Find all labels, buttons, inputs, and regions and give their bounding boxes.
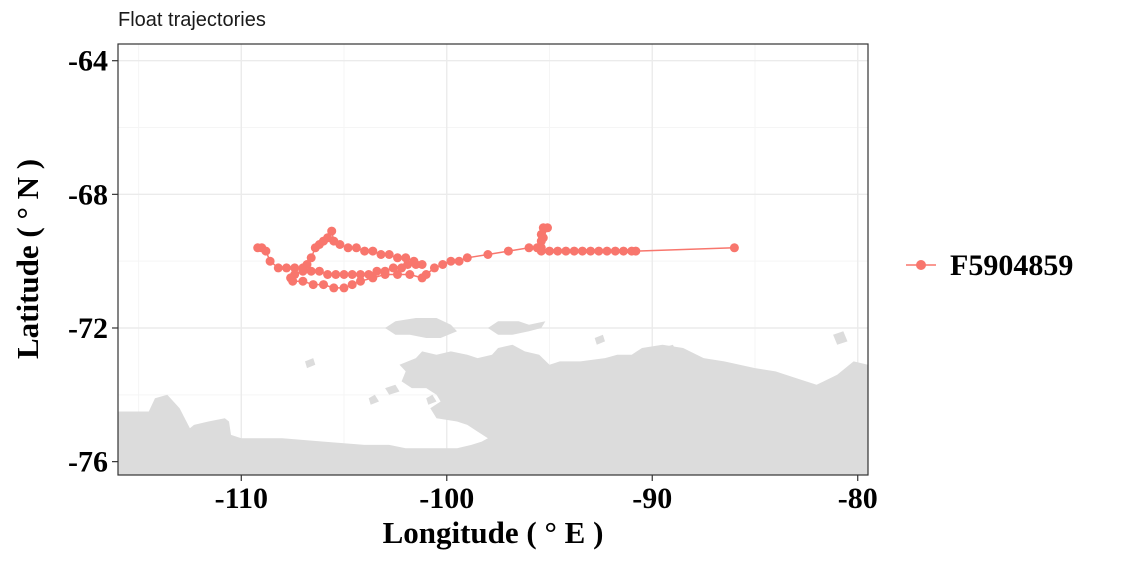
y-axis-label: Latitude ( ° N )	[10, 159, 45, 359]
x-tick-label: -90	[632, 482, 672, 515]
data-point	[368, 273, 378, 283]
data-point	[729, 243, 739, 253]
land-mass	[118, 318, 868, 475]
x-tick-label: -80	[838, 482, 878, 515]
land-polygon	[463, 404, 472, 415]
data-point	[347, 280, 357, 290]
data-point	[536, 246, 546, 256]
data-point	[483, 250, 493, 259]
data-point	[339, 283, 349, 293]
land-polygon	[385, 384, 400, 395]
data-point	[405, 270, 415, 279]
data-point	[298, 266, 308, 276]
data-point	[384, 250, 394, 259]
data-point	[339, 270, 349, 279]
data-point	[380, 270, 390, 279]
data-point	[347, 270, 357, 279]
x-axis-ticks: -110 -100 -90 -80	[215, 475, 878, 515]
data-point	[372, 266, 382, 276]
chart-title: Float trajectories	[118, 9, 266, 31]
data-point	[446, 256, 456, 266]
data-point	[538, 233, 548, 243]
data-point	[561, 246, 571, 256]
data-point	[290, 263, 300, 273]
data-point	[310, 243, 320, 253]
legend-entry-f5904859: F5904859	[950, 249, 1073, 282]
data-point	[306, 253, 316, 263]
data-point	[314, 266, 324, 276]
data-point	[577, 246, 587, 256]
data-point	[329, 283, 339, 293]
legend: F5904859	[906, 249, 1073, 282]
data-point	[356, 270, 365, 279]
land-polygon	[426, 394, 437, 405]
data-point	[376, 250, 386, 259]
data-point	[351, 243, 361, 253]
data-point	[524, 243, 534, 253]
data-point	[553, 246, 563, 256]
series-points	[253, 223, 739, 293]
data-point	[401, 253, 411, 263]
data-point	[462, 253, 472, 263]
land-polygon	[594, 334, 605, 345]
data-point	[545, 246, 554, 256]
land-polygon	[368, 394, 379, 405]
data-point	[393, 270, 402, 279]
data-point	[429, 263, 439, 273]
data-point	[319, 280, 328, 290]
data-point	[594, 246, 604, 256]
land-polygon	[385, 318, 457, 338]
data-point	[343, 243, 353, 253]
data-point	[298, 276, 308, 286]
data-point	[308, 280, 318, 290]
data-point	[261, 246, 271, 256]
y-tick-label: -76	[68, 446, 108, 479]
data-point	[282, 263, 291, 273]
land-polygon	[662, 344, 677, 355]
y-tick-label: -64	[68, 45, 108, 78]
data-point	[331, 270, 341, 279]
data-point	[619, 246, 628, 256]
data-point	[288, 276, 298, 286]
y-tick-label: -72	[68, 312, 108, 345]
data-point	[503, 246, 513, 256]
data-point	[417, 260, 427, 269]
data-point	[388, 263, 398, 273]
data-point	[265, 256, 275, 266]
y-tick-label: -68	[68, 178, 108, 211]
data-point	[610, 246, 620, 256]
x-axis-label: Longitude ( ° E )	[383, 515, 604, 550]
land-polygon	[118, 344, 868, 475]
land-polygon	[305, 358, 316, 369]
panel-border	[117, 43, 869, 476]
data-point	[631, 246, 641, 256]
data-point	[393, 253, 402, 263]
data-point	[586, 246, 596, 256]
data-point	[421, 270, 431, 279]
data-point	[273, 263, 283, 273]
land-polygon	[487, 321, 546, 335]
plot-panel	[117, 43, 869, 476]
data-point	[543, 223, 552, 233]
data-point	[327, 226, 337, 236]
data-point	[368, 246, 378, 256]
data-point	[356, 276, 365, 286]
data-point	[306, 266, 316, 276]
y-axis-ticks: -64 -68 -72 -76	[68, 45, 118, 479]
x-tick-label: -110	[215, 482, 268, 515]
data-point	[438, 260, 448, 269]
data-point	[569, 246, 579, 256]
data-point	[602, 246, 612, 256]
legend-key-marker	[916, 260, 926, 270]
data-point	[409, 256, 419, 266]
x-tick-label: -100	[419, 482, 474, 515]
data-point	[323, 270, 333, 279]
data-point	[302, 260, 312, 269]
data-point	[454, 256, 464, 266]
data-point	[360, 246, 370, 256]
land-polygon	[833, 331, 848, 345]
